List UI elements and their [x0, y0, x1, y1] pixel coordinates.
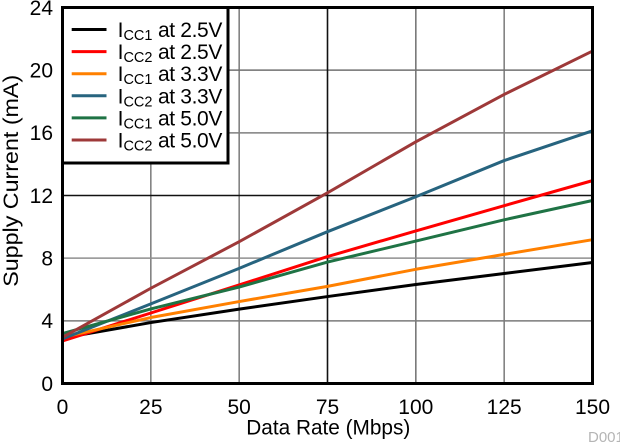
svg-text:D001: D001 [588, 429, 620, 443]
svg-text:100: 100 [398, 396, 433, 419]
svg-text:12: 12 [30, 185, 53, 208]
svg-text:25: 25 [139, 396, 162, 419]
svg-text:4: 4 [41, 310, 53, 333]
svg-text:24: 24 [30, 0, 54, 20]
svg-text:ICC2 at 3.3V: ICC2 at 3.3V [118, 85, 223, 110]
svg-text:Data Rate (Mbps): Data Rate (Mbps) [246, 417, 410, 440]
svg-text:ICC1 at 5.0V: ICC1 at 5.0V [118, 107, 223, 132]
svg-text:16: 16 [30, 122, 53, 145]
svg-text:125: 125 [487, 396, 522, 419]
svg-text:0: 0 [57, 396, 69, 419]
svg-text:75: 75 [316, 396, 339, 419]
svg-text:20: 20 [30, 60, 53, 83]
svg-text:0: 0 [41, 373, 53, 396]
svg-text:Supply Current (mA): Supply Current (mA) [0, 75, 23, 287]
svg-text:150: 150 [575, 396, 610, 419]
svg-text:50: 50 [227, 396, 250, 419]
svg-text:8: 8 [41, 248, 53, 271]
